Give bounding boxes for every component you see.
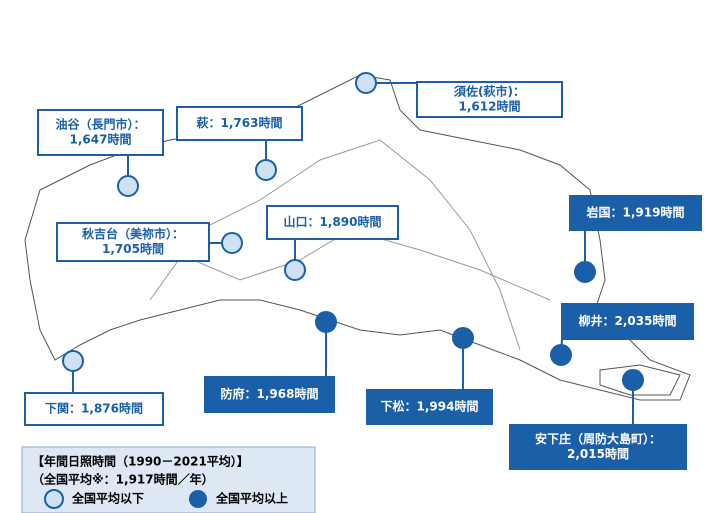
station-label: 1,647時間 [70, 132, 132, 147]
station-label: 1,612時間 [459, 99, 521, 114]
legend-title: 【年間日照時間（1990－2021平均）】 [32, 454, 249, 469]
station-label: 安下庄（周防大島町）： [535, 431, 661, 446]
legend-box [21, 446, 316, 513]
station-label: 油谷（長門市）： [55, 117, 145, 132]
station-marker [452, 327, 474, 349]
legend-below: 全国平均以下 [71, 491, 144, 506]
station-marker [574, 261, 596, 283]
station-marker [62, 350, 84, 372]
legend-above: 全国平均以上 [215, 491, 288, 506]
station-label: 下松：1,994時間 [381, 399, 479, 414]
station-marker [284, 259, 306, 281]
station-label: 須佐(萩市)： [453, 84, 525, 99]
station-label: 防府：1,968時間 [221, 386, 319, 401]
station-marker [622, 369, 644, 391]
station-label: 下関：1,876時間 [45, 401, 143, 416]
legend-subtitle: （全国平均※：1,917時間／年） [32, 472, 214, 487]
label-box [561, 303, 694, 340]
station-label: 山口：1,890時間 [284, 214, 382, 229]
label-box [509, 424, 687, 470]
label-box [416, 81, 563, 118]
station-marker [255, 159, 277, 181]
label-box [37, 109, 164, 156]
label-box [266, 205, 399, 240]
label-box [56, 222, 210, 262]
station-label: 柳井：2,035時間 [579, 313, 677, 328]
station-marker [550, 344, 572, 366]
legend-symbol-below [44, 489, 64, 509]
station-label: 1,705時間 [102, 241, 164, 256]
label-box [569, 195, 702, 231]
station-label: 岩国：1,919時間 [586, 205, 685, 220]
station-marker [315, 311, 337, 333]
label-box [204, 376, 335, 413]
label-box [24, 392, 164, 426]
label-box [366, 389, 493, 425]
label-box [176, 106, 303, 141]
station-label: 秋吉台（美祢市）： [82, 226, 184, 241]
station-marker [355, 72, 377, 94]
station-label: 2,015時間 [567, 446, 629, 461]
station-label: 萩：1,763時間 [196, 115, 283, 130]
legend-symbol-above [189, 490, 207, 508]
station-marker [117, 175, 139, 197]
station-marker [221, 232, 243, 254]
